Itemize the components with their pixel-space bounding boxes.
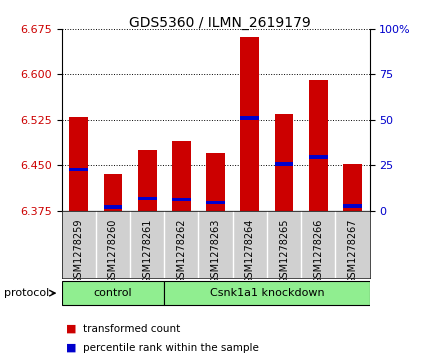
Text: GSM1278264: GSM1278264 [245,219,255,284]
Text: ■: ■ [66,343,77,353]
Text: control: control [94,288,132,298]
Bar [164,281,370,305]
Text: GSM1278266: GSM1278266 [313,219,323,284]
Bar [62,281,164,305]
Text: GSM1278263: GSM1278263 [211,219,220,284]
Bar [206,201,225,204]
Text: GSM1278267: GSM1278267 [348,219,357,284]
Bar [309,81,328,211]
Text: Csnk1a1 knockdown: Csnk1a1 knockdown [209,288,324,298]
Text: GSM1278260: GSM1278260 [108,219,118,284]
Text: GSM1278259: GSM1278259 [74,219,84,284]
Text: GDS5360 / ILMN_2619179: GDS5360 / ILMN_2619179 [129,16,311,30]
Text: GSM1278262: GSM1278262 [176,219,187,284]
Bar [275,114,293,211]
Bar [343,164,362,211]
Text: percentile rank within the sample: percentile rank within the sample [83,343,259,353]
Bar [275,162,293,166]
Bar [70,117,88,211]
Bar [138,150,157,211]
Text: GSM1278261: GSM1278261 [142,219,152,284]
Text: transformed count: transformed count [83,323,180,334]
Bar [103,174,122,211]
Bar [70,168,88,171]
Bar [240,116,259,120]
Bar [309,155,328,159]
Bar [343,204,362,208]
Bar [103,205,122,209]
Bar [172,141,191,211]
Bar [138,197,157,200]
Bar [240,37,259,211]
Bar [206,153,225,211]
Text: protocol: protocol [4,288,50,298]
Bar [172,198,191,201]
Text: ■: ■ [66,323,77,334]
Text: GSM1278265: GSM1278265 [279,219,289,284]
